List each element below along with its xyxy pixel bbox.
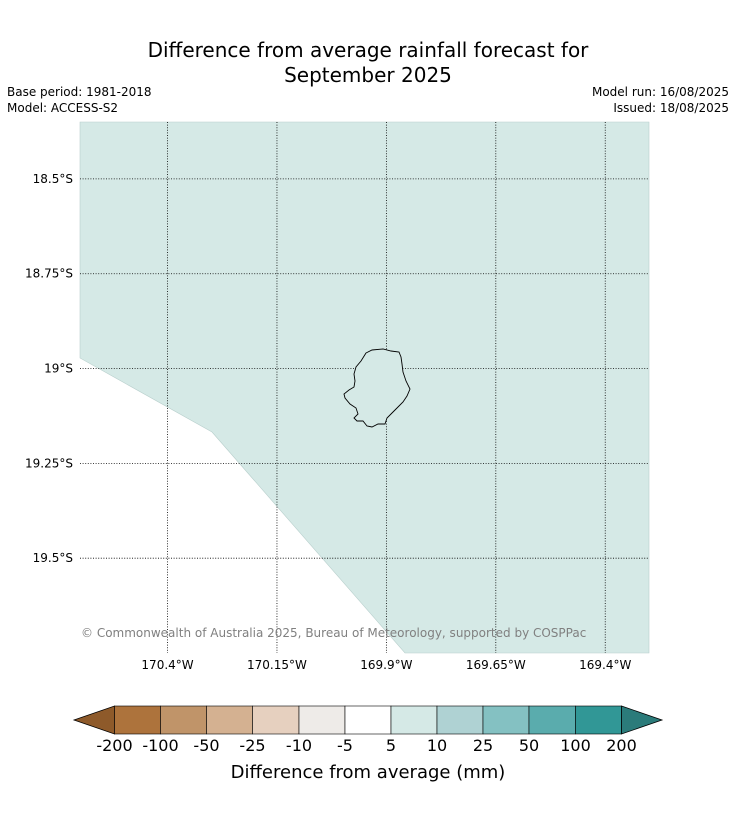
lat-tick-label: 19.25°S: [25, 456, 73, 470]
colorbar-tick-label: -5: [337, 736, 353, 755]
title-line-2: September 2025: [284, 63, 452, 87]
colorbar-segment: [160, 705, 207, 735]
colorbar-tick-label: -50: [193, 736, 219, 755]
colorbar-tick-label: 100: [560, 736, 591, 755]
issued-date: Issued: 18/08/2025: [613, 101, 729, 115]
lon-tick-label: 169.65°W: [466, 658, 526, 672]
lon-tick-label: 169.9°W: [360, 658, 412, 672]
colorbar-tick-label: -200: [96, 736, 132, 755]
colorbar-segment: [528, 705, 576, 735]
lat-tick-label: 19.5°S: [33, 551, 73, 565]
island-outline: [343, 348, 411, 428]
meta-left: Base period: 1981-2018 Model: ACCESS-S2: [7, 84, 152, 116]
colorbar-segment: [436, 705, 484, 735]
base-period: Base period: 1981-2018: [7, 85, 152, 99]
colorbar-tick-label: 10: [427, 736, 447, 755]
colorbar-tick-label: 25: [473, 736, 493, 755]
colorbar-tick-label: 5: [386, 736, 396, 755]
lat-tick-label: 18.75°S: [25, 267, 73, 281]
colorbar-segment: [206, 705, 253, 735]
lon-tick-label: 170.4°W: [141, 658, 193, 672]
model-name: Model: ACCESS-S2: [7, 101, 119, 115]
colorbar-segment: [575, 705, 622, 735]
colorbar-tick-label: 200: [606, 736, 637, 755]
colorbar-over-triangle: [621, 705, 664, 735]
map-title: Difference from average rainfall forecas…: [0, 38, 736, 88]
colorbar-segment: [252, 705, 300, 735]
colorbar-tick-label: -10: [286, 736, 312, 755]
meta-right: Model run: 16/08/2025 Issued: 18/08/2025: [592, 84, 729, 116]
colorbar-label: Difference from average (mm): [231, 762, 506, 783]
lat-tick-label: 19°S: [44, 362, 73, 376]
colorbar-tick-label: -100: [142, 736, 178, 755]
title-line-1: Difference from average rainfall forecas…: [147, 38, 589, 62]
colorbar-segment: [344, 705, 392, 735]
copyright-notice: © Commonwealth of Australia 2025, Bureau…: [81, 626, 587, 640]
lat-tick-label: 18.5°S: [33, 172, 73, 186]
colorbar-segment: [298, 705, 346, 735]
colorbar-tick-label: 50: [519, 736, 539, 755]
colorbar-segment: [390, 705, 438, 735]
lon-tick-label: 169.4°W: [579, 658, 631, 672]
colorbar-tick-label: -25: [239, 736, 265, 755]
lon-tick-label: 170.15°W: [247, 658, 307, 672]
colorbar-segment: [114, 705, 161, 735]
colorbar-under-triangle: [72, 705, 115, 735]
model-run: Model run: 16/08/2025: [591, 85, 729, 99]
colorbar-segment: [482, 705, 530, 735]
